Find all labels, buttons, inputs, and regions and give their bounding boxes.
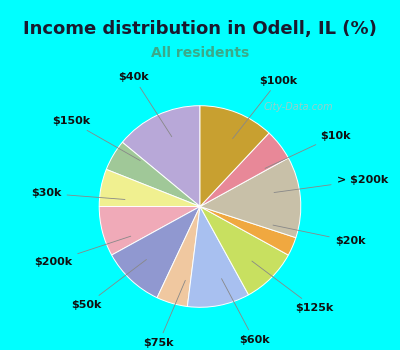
Wedge shape <box>200 133 288 206</box>
Text: Income distribution in Odell, IL (%): Income distribution in Odell, IL (%) <box>23 20 377 38</box>
Text: $10k: $10k <box>265 131 350 168</box>
Wedge shape <box>106 142 200 206</box>
Text: $125k: $125k <box>252 261 334 313</box>
Wedge shape <box>200 158 301 238</box>
Text: $50k: $50k <box>71 259 146 310</box>
Wedge shape <box>112 206 200 298</box>
Wedge shape <box>200 106 269 206</box>
Text: $40k: $40k <box>118 72 172 137</box>
Wedge shape <box>200 206 288 295</box>
Text: > $200k: > $200k <box>274 175 388 192</box>
Wedge shape <box>99 206 200 255</box>
Text: All residents: All residents <box>151 46 249 60</box>
Text: $200k: $200k <box>34 236 131 267</box>
Wedge shape <box>187 206 248 307</box>
Text: $30k: $30k <box>31 188 125 199</box>
Text: $75k: $75k <box>144 280 185 348</box>
Text: $150k: $150k <box>52 116 140 161</box>
Wedge shape <box>200 206 296 255</box>
Text: $20k: $20k <box>273 225 365 246</box>
Text: $100k: $100k <box>233 76 297 139</box>
Wedge shape <box>157 206 200 307</box>
Text: $60k: $60k <box>222 279 270 345</box>
Wedge shape <box>99 169 200 206</box>
Wedge shape <box>122 106 200 206</box>
Text: City-Data.com: City-Data.com <box>263 102 333 112</box>
